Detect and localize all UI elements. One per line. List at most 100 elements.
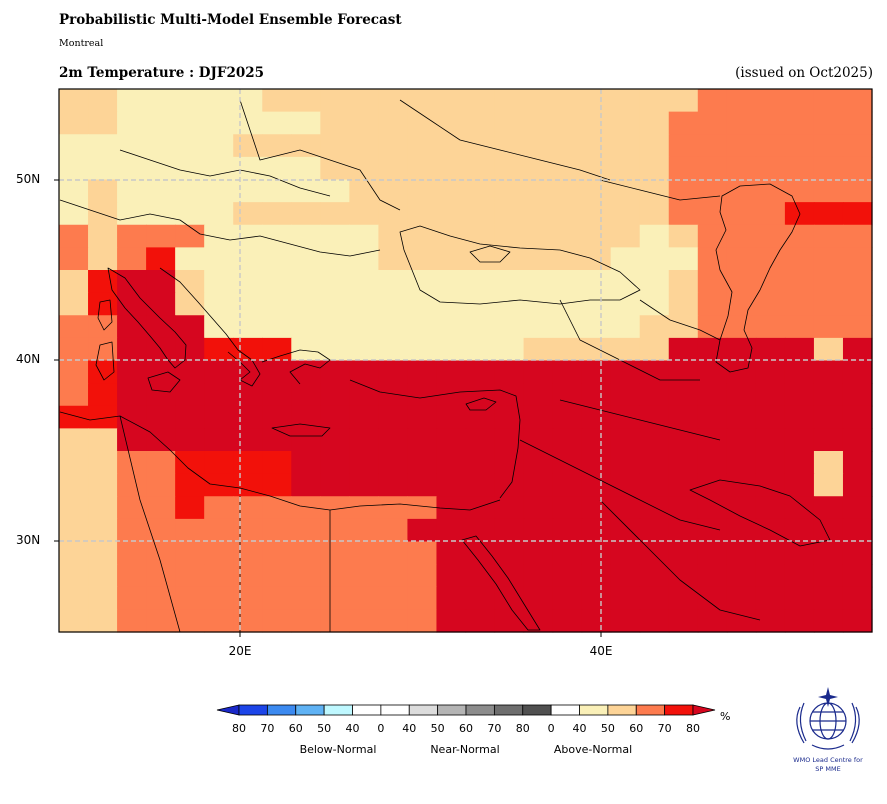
grid-cell (436, 496, 467, 520)
legend-tick-label: 70 (658, 722, 672, 735)
grid-cell (581, 518, 612, 543)
grid-cell (610, 89, 641, 113)
grid-cell (349, 202, 379, 226)
grid-cell (378, 337, 409, 362)
graticule (59, 89, 872, 632)
grid-cell (204, 156, 234, 181)
grid-cell (726, 564, 757, 588)
grid-cell (581, 111, 612, 135)
grid-cell (465, 134, 496, 158)
grid-cell (175, 473, 205, 497)
grid-cell (378, 247, 409, 271)
grid-cell (784, 179, 815, 203)
grid-cell (668, 315, 699, 339)
grid-cell (581, 89, 612, 113)
grid-cell (639, 405, 670, 429)
legend-swatch (380, 704, 410, 716)
grid-cell (755, 564, 786, 588)
grid-cell (726, 428, 757, 452)
grid-cell (436, 337, 467, 362)
grid-cell (378, 518, 409, 543)
grid-cell (175, 428, 205, 452)
grid-cell (349, 292, 379, 316)
grid-cell (784, 564, 815, 588)
grid-cell (697, 111, 728, 135)
grid-cell (726, 360, 757, 384)
grid-cell (523, 586, 554, 610)
grid-cell (465, 383, 496, 407)
grid-cell (639, 541, 670, 565)
grid-cell (59, 270, 89, 294)
grid-cell (117, 541, 147, 565)
grid-cell (262, 315, 292, 339)
grid-cell (668, 89, 699, 113)
grid-cell (320, 292, 350, 316)
grid-cell (175, 609, 205, 633)
grid-cell (117, 337, 147, 362)
grid-cell (88, 156, 118, 181)
lat-label-30n: 30N (16, 533, 41, 547)
grid-cell (581, 202, 612, 226)
grid-cell (726, 541, 757, 565)
grid-cell (494, 247, 525, 271)
grid-cell (813, 224, 844, 248)
grid-cell (291, 179, 321, 203)
grid-cell (842, 270, 873, 294)
grid-cell (407, 541, 438, 565)
grid-cell (378, 541, 409, 565)
grid-cell (262, 428, 292, 452)
grid-cell (581, 292, 612, 316)
grid-cell (320, 451, 350, 475)
grid-cell (59, 315, 89, 339)
grid-cell (146, 564, 176, 588)
grid-cell (639, 89, 670, 113)
grid-cell (639, 134, 670, 158)
grid-cell (581, 315, 612, 339)
grid-cell (668, 134, 699, 158)
legend-group-label: Above-Normal (554, 743, 632, 756)
grid-cell (668, 564, 699, 588)
grid-cell (552, 518, 583, 543)
grid-cell (610, 383, 641, 407)
grid-cell (233, 179, 263, 203)
grid-cell (407, 360, 438, 384)
grid-cell (523, 518, 554, 543)
grid-cell (59, 247, 89, 271)
grid-cell (59, 428, 89, 452)
grid-cell (88, 247, 118, 271)
grid-cell (117, 111, 147, 135)
grid-cell (581, 405, 612, 429)
grid-cell (175, 496, 205, 520)
grid-cell (581, 564, 612, 588)
grid-cell (668, 202, 699, 226)
grid-cell (697, 541, 728, 565)
grid-cell (552, 202, 583, 226)
grid-cell (494, 518, 525, 543)
forecast-title: Probabilistic Multi-Model Ensemble Forec… (59, 12, 402, 28)
legend-tick-label: 60 (629, 722, 643, 735)
grid-cell (349, 405, 379, 429)
grid-cell (436, 360, 467, 384)
grid-cell (291, 134, 321, 158)
grid-cell (59, 134, 89, 158)
grid-cell (523, 111, 554, 135)
grid-cell (842, 156, 873, 181)
grid-cell (204, 315, 234, 339)
grid-cell (726, 156, 757, 181)
grid-cell (697, 89, 728, 113)
grid-cell (436, 270, 467, 294)
grid-cell (639, 609, 670, 633)
legend-tick-label: 50 (317, 722, 331, 735)
grid-cell (697, 134, 728, 158)
grid-cell (842, 541, 873, 565)
grid-cell (494, 451, 525, 475)
grid-cell (697, 179, 728, 203)
grid-cell (813, 89, 844, 113)
grid-cell (204, 383, 234, 407)
grid-cell (610, 518, 641, 543)
grid-cell (697, 451, 728, 475)
grid-cell (117, 428, 147, 452)
grid-cell (668, 247, 699, 271)
grid-cell (697, 292, 728, 316)
grid-cell (697, 337, 728, 362)
